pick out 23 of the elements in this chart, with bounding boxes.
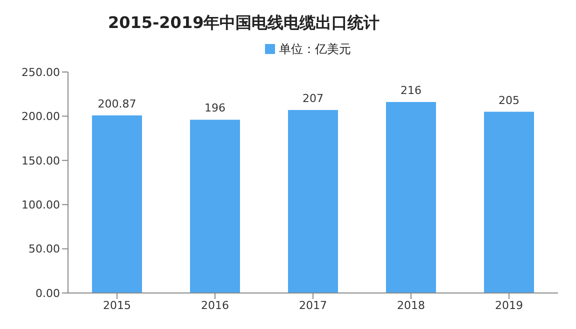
- chart-title: 2015-2019年中国电线电缆出口统计: [107, 12, 381, 34]
- data-label: 205: [498, 94, 520, 107]
- data-label: 196: [204, 102, 226, 115]
- x-tick-label: 2018: [397, 298, 425, 312]
- bar: [484, 112, 534, 293]
- data-label: 207: [302, 92, 324, 106]
- data-label: 200.87: [98, 97, 136, 110]
- y-tick-label: 50.00: [28, 242, 60, 256]
- y-tick-label: 100.00: [22, 198, 60, 212]
- bar: [190, 120, 240, 293]
- data-label: 216: [400, 84, 422, 98]
- x-tick-label: 2019: [495, 298, 523, 312]
- y-tick-label: 250.00: [22, 66, 60, 79]
- bar: [92, 115, 142, 293]
- y-tick-label: 150.00: [22, 154, 60, 168]
- legend-label: 单位：亿美元: [279, 40, 351, 58]
- bar: [386, 102, 436, 293]
- y-tick-label: 200.00: [22, 110, 60, 124]
- bar: [288, 110, 338, 293]
- y-tick-label: 0.00: [36, 286, 60, 300]
- x-tick-label: 2015: [103, 298, 131, 312]
- x-tick-label: 2017: [299, 298, 327, 312]
- x-tick-label: 2016: [201, 298, 229, 312]
